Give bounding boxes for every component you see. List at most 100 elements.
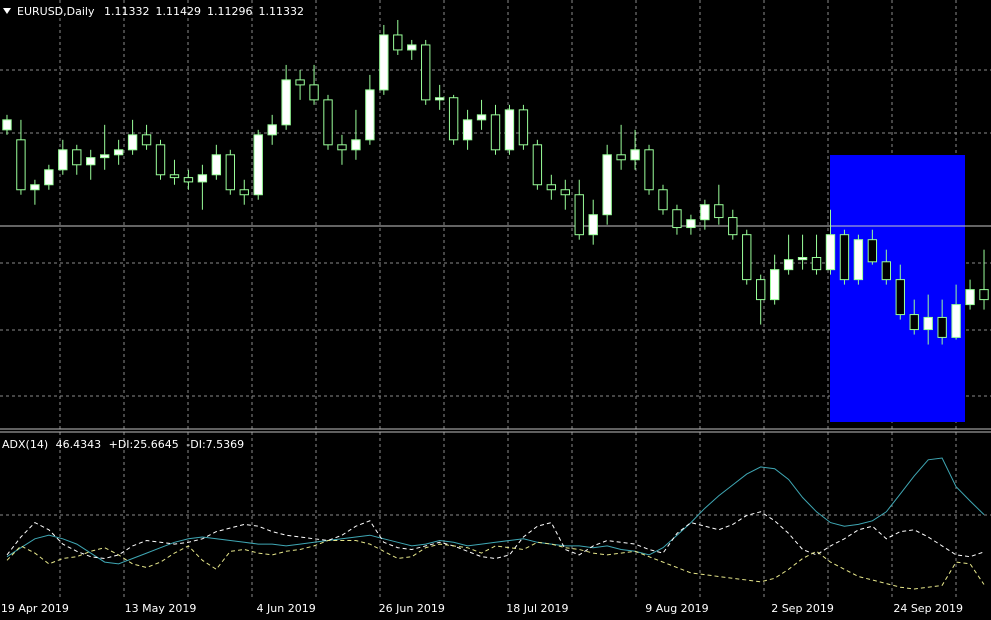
candle-body xyxy=(769,269,780,301)
x-tick-label: 24 Sep 2019 xyxy=(893,602,963,615)
candle-body xyxy=(462,119,473,141)
plus-di-value: 25.6645 xyxy=(133,438,179,451)
candle-body xyxy=(839,234,850,281)
candle-body xyxy=(337,144,347,151)
candle-body xyxy=(309,84,319,101)
candle-body xyxy=(211,154,222,176)
candle-body xyxy=(169,174,180,179)
candle-body xyxy=(476,114,487,121)
candle-body xyxy=(448,97,459,141)
candle-body xyxy=(686,219,696,229)
candle-body xyxy=(323,99,333,146)
candle-body xyxy=(923,316,933,331)
candle-body xyxy=(811,257,822,271)
candle-body xyxy=(267,124,277,136)
candle-body xyxy=(141,134,152,146)
candle-body xyxy=(490,114,501,151)
candle-body xyxy=(853,239,864,281)
candle-body xyxy=(867,239,878,263)
x-tick-label: 2 Sep 2019 xyxy=(771,602,834,615)
collapse-icon xyxy=(3,8,11,14)
candle-body xyxy=(30,184,40,191)
candle-body xyxy=(742,234,752,281)
symbol: EURUSD,Daily xyxy=(17,5,95,18)
indicator-header: ADX(14) 46.4343 +DI:25.6645 -DI:7.5369 xyxy=(2,438,244,451)
candle-body xyxy=(644,149,654,191)
candle-body xyxy=(281,79,291,126)
candle-body xyxy=(434,97,445,101)
candle-body xyxy=(700,204,710,221)
candle-body xyxy=(588,214,598,236)
candle-body xyxy=(393,34,403,51)
candle-body xyxy=(756,279,766,301)
candle-body xyxy=(951,304,961,338)
candle-body xyxy=(881,261,892,281)
x-tick-label: 18 Jul 2019 xyxy=(506,602,568,615)
candle-body xyxy=(253,134,263,196)
candle-body xyxy=(183,177,194,183)
candle-body xyxy=(546,184,557,191)
indicator-line xyxy=(6,540,985,590)
candle-body xyxy=(532,144,543,186)
candle-body xyxy=(658,189,668,211)
candle-body xyxy=(728,217,738,236)
candle-body xyxy=(714,204,724,219)
candle-body xyxy=(560,189,570,196)
candle-body xyxy=(630,149,640,161)
minus-di-value: 7.5369 xyxy=(206,438,245,451)
indicator-line xyxy=(6,511,985,560)
candle-body xyxy=(365,89,375,141)
candle-body xyxy=(197,174,208,183)
candle-body xyxy=(295,79,305,86)
x-tick-label: 4 Jun 2019 xyxy=(257,602,316,615)
candle-body xyxy=(421,44,431,101)
candle-body xyxy=(965,289,975,306)
plus-di-label: +DI: xyxy=(109,438,134,451)
candle-body xyxy=(672,209,682,229)
candle-body xyxy=(16,139,26,191)
candle-body xyxy=(379,34,389,91)
candle-body xyxy=(825,234,836,271)
x-tick-label: 19 Apr 2019 xyxy=(1,602,69,615)
candle-body xyxy=(407,44,417,51)
candle-body xyxy=(518,109,529,146)
candle-body xyxy=(937,316,947,338)
candle-body xyxy=(797,257,808,261)
minus-di-label: -DI: xyxy=(186,438,205,451)
chart-header: EURUSD,Daily 1.11332 1.11429 1.11296 1.1133… xyxy=(17,5,304,18)
candle-body xyxy=(127,134,138,151)
candle-body xyxy=(351,139,361,151)
candle-body xyxy=(504,109,515,151)
candle-body xyxy=(155,144,166,176)
candle-body xyxy=(44,169,54,186)
candle-body xyxy=(72,149,82,166)
header-value: 1.11296 xyxy=(207,5,253,18)
indicator-name: ADX(14) xyxy=(2,438,48,451)
adx-value: 46.4343 xyxy=(56,438,102,451)
candle-body xyxy=(783,259,794,271)
x-tick-label: 13 May 2019 xyxy=(125,602,197,615)
candle-body xyxy=(979,289,989,301)
candle-body xyxy=(86,157,96,166)
candle-body xyxy=(99,154,110,159)
marks xyxy=(0,19,991,590)
candle-body xyxy=(616,154,626,161)
candle-body xyxy=(239,189,249,196)
header-value: 1.11332 xyxy=(104,5,150,18)
x-tick-label: 9 Aug 2019 xyxy=(645,602,708,615)
candle-body xyxy=(895,279,905,316)
candle-body xyxy=(2,119,12,131)
header-value: 1.11429 xyxy=(155,5,201,18)
candle-body xyxy=(58,149,68,171)
candle-body xyxy=(602,154,612,216)
grid xyxy=(0,0,991,598)
header-value: 1.11332 xyxy=(258,5,304,18)
candle-body xyxy=(909,314,919,331)
candle-body xyxy=(225,154,235,191)
candle-body xyxy=(574,194,584,236)
indicator-line xyxy=(6,457,985,565)
candle-body xyxy=(113,149,124,156)
x-tick-label: 26 Jun 2019 xyxy=(379,602,445,615)
